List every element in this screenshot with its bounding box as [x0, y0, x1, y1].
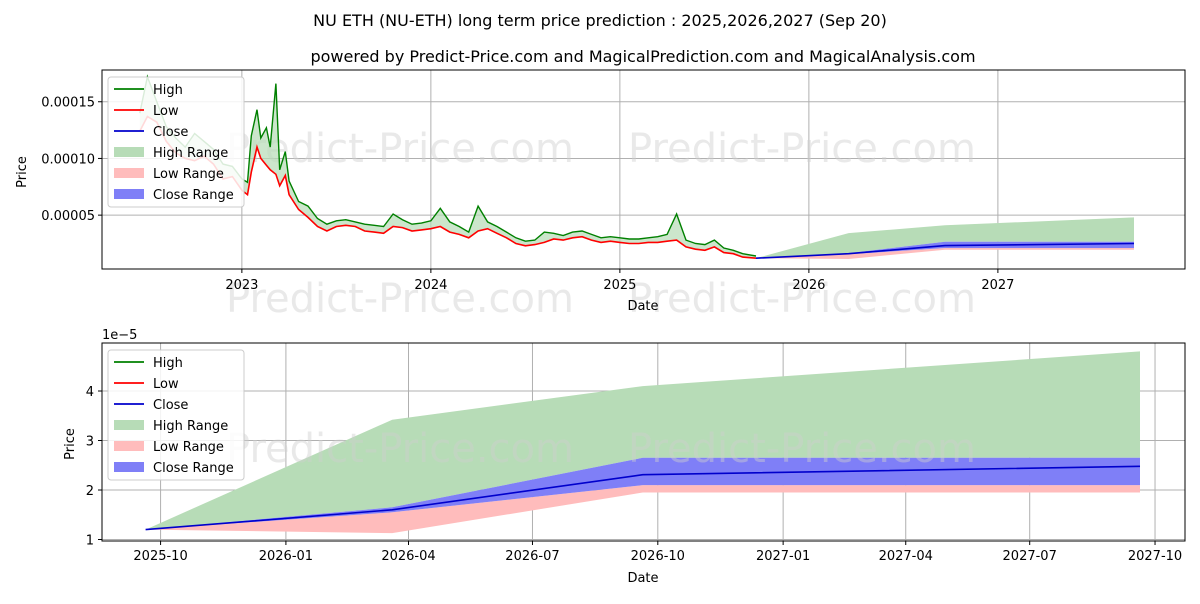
history-chart-axes: 2023 2024 2025 2026 2027 0.00005 0.00010 0.0001…	[41, 96, 1014, 293]
forecast-chart-scale-label: 1e−5	[102, 328, 137, 343]
forecast-chart-xlabel: Date	[627, 571, 658, 586]
history-chart-xlabel: Date	[627, 299, 658, 314]
legend-swatch-low-range	[114, 168, 144, 178]
legend-label: High Range	[153, 419, 228, 434]
x-tick-label: 2026	[792, 278, 825, 293]
forecast-chart-ylabel: Price	[63, 428, 78, 460]
forecast-high-range-area	[756, 217, 1134, 259]
forecast-chart-watermarks: Predict-Price.com Predict-Price.com	[226, 426, 976, 472]
history-chart-series	[139, 74, 1135, 259]
watermark-text: Predict-Price.com	[226, 276, 574, 322]
x-tick-label: 2024	[414, 278, 447, 293]
watermark-text: Predict-Price.com	[628, 426, 976, 472]
watermark-text: Predict-Price.com	[628, 276, 976, 322]
x-tick-label: 2025	[603, 278, 636, 293]
y-tick-label: 0.00015	[41, 96, 95, 111]
history-chart-frame	[101, 69, 1186, 270]
legend-label: High	[153, 356, 183, 371]
chart-subtitle: powered by Predict-Price.com and Magical…	[310, 47, 975, 66]
x-tick-label: 2026-04	[381, 549, 435, 564]
close-line	[145, 465, 1141, 531]
low-range-area	[145, 485, 1141, 534]
history-chart-legend: High Low Close High Range Low Range Close Ran…	[107, 76, 245, 208]
x-tick-label: 2026-10	[631, 549, 685, 564]
history-high-range-area	[139, 76, 757, 259]
forecast-chart-series	[145, 351, 1141, 534]
x-tick-label: 2027	[981, 278, 1014, 293]
history-low-line	[139, 115, 757, 259]
legend-label: Low	[153, 104, 179, 119]
forecast-low-range-area	[756, 248, 1134, 259]
legend-swatch-close-range	[114, 462, 144, 472]
y-tick-label: 3	[86, 435, 94, 450]
legend-swatch-high-range	[114, 147, 144, 157]
x-tick-label: 2026-01	[259, 549, 313, 564]
legend-label: Close Range	[153, 461, 234, 476]
legend-label: Low Range	[153, 440, 224, 455]
high-range-area	[145, 351, 1141, 530]
legend-swatch-low-range	[114, 441, 144, 451]
y-tick-label: 2	[86, 484, 94, 499]
forecast-chart-axes: 2025-10 2026-01 2026-04 2026-07 2026-10 2027-…	[86, 385, 1182, 564]
x-tick-label: 2025-10	[133, 549, 187, 564]
y-tick-label: 0.00005	[41, 209, 95, 224]
legend-swatch-close-range	[114, 189, 144, 199]
legend-label: High	[153, 83, 183, 98]
chart-title: NU ETH (NU-ETH) long term price predicti…	[313, 11, 887, 30]
legend-label: Close	[153, 125, 188, 140]
y-tick-label: 4	[86, 385, 94, 400]
x-tick-label: 2027-04	[879, 549, 933, 564]
legend-label: High Range	[153, 146, 228, 161]
watermark-text: Predict-Price.com	[628, 126, 976, 172]
legend-swatch-high-range	[114, 420, 144, 430]
x-tick-label: 2023	[225, 278, 258, 293]
legend-label: Close Range	[153, 188, 234, 203]
history-high-line	[139, 74, 757, 257]
forecast-chart-legend: High Low Close High Range Low Range Close Ran…	[107, 349, 245, 481]
forecast-chart: Predict-Price.com Predict-Price.com 2025…	[63, 328, 1186, 586]
close-range-area	[145, 457, 1141, 530]
legend-label: Close	[153, 398, 188, 413]
x-tick-label: 2026-07	[505, 549, 559, 564]
history-chart-ylabel: Price	[15, 156, 30, 188]
forecast-chart-frame	[101, 342, 1186, 542]
x-tick-label: 2027-07	[1003, 549, 1057, 564]
forecast-close-line	[755, 242, 1135, 259]
y-tick-label: 1	[86, 534, 94, 549]
history-chart-watermarks: Predict-Price.com Predict-Price.com Pred…	[226, 126, 976, 322]
history-chart: Predict-Price.com Predict-Price.com Pred…	[15, 69, 1186, 322]
legend-label: Low Range	[153, 167, 224, 182]
legend-label: Low	[153, 377, 179, 392]
watermark-text: Predict-Price.com	[226, 426, 574, 472]
y-tick-label: 0.00010	[41, 152, 95, 167]
x-tick-label: 2027-01	[756, 549, 810, 564]
x-tick-label: 2027-10	[1128, 549, 1182, 564]
